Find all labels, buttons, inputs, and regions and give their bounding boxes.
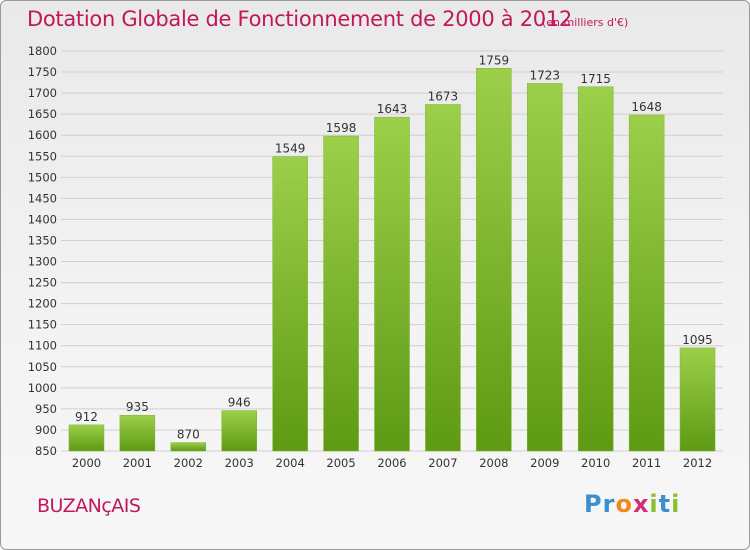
x-tick-label: 2000 [72,456,101,470]
brand-letter: i [649,490,659,518]
data-labels: 912 935 870 946 1549 1598 1643 1673 1759 1723 1715… [75,53,713,441]
y-tick-label: 1750 [28,65,57,79]
brand-letter: o [615,490,633,518]
x-tick-label: 2007 [428,456,457,470]
data-label: 935 [126,400,149,414]
brand-letter: t [658,490,672,518]
y-tick-label: 1500 [28,170,57,184]
y-tick-label: 1550 [28,149,57,163]
data-label: 1549 [275,142,306,156]
brand-letter: r [602,490,616,518]
y-tick-label: 1000 [28,381,57,395]
data-label: 1759 [479,53,510,67]
bar [221,410,257,452]
y-tick-label: 850 [35,444,57,458]
x-tick-label: 2001 [123,456,152,470]
data-label: 1095 [682,333,713,347]
x-tick-label: 2002 [174,456,203,470]
y-tick-label: 1100 [28,339,57,353]
x-tick-label: 2009 [530,456,559,470]
brand-letter: i [671,490,681,518]
bar [170,442,207,452]
x-axis-ticks: 2000 2001 2002 2003 2004 2005 2006 2007 2008 2009… [72,456,712,470]
y-tick-label: 1350 [28,233,57,247]
data-label: 1648 [631,100,662,114]
bar [272,156,308,452]
y-axis-ticks: 850 900 950 1000 1050 1100 1150 1200 1250 1300 135… [28,44,57,458]
data-label: 1643 [377,102,408,116]
x-tick-label: 2006 [377,456,406,470]
x-tick-label: 2004 [276,456,305,470]
brand-letter: P [584,490,603,518]
data-label: 1598 [326,121,357,135]
data-label: 1715 [580,72,611,86]
y-tick-label: 1250 [28,276,57,290]
y-tick-label: 1700 [28,86,57,100]
brand-logo: Proxiti [584,490,680,518]
x-tick-label: 2010 [581,456,610,470]
data-label: 1723 [529,68,560,82]
chart-title: Dotation Globale de Fonctionnement de 20… [27,7,572,31]
bar [68,424,105,452]
y-tick-label: 1650 [28,107,57,121]
x-tick-label: 2005 [326,456,355,470]
y-tick-label: 1800 [28,44,57,58]
bar [577,86,614,452]
y-tick-label: 1600 [28,128,57,142]
y-tick-label: 1450 [28,191,57,205]
bar [476,68,512,452]
bar [374,116,410,452]
y-tick-label: 1300 [28,255,57,269]
bar [119,414,156,452]
bar [628,114,665,452]
y-tick-label: 1400 [28,212,57,226]
brand-letter: x [632,490,650,518]
y-tick-label: 950 [35,402,57,416]
data-label: 946 [228,396,251,410]
commune-name: BUZANçAIS [37,495,141,517]
y-tick-label: 1150 [28,318,57,332]
x-tick-label: 2012 [683,456,712,470]
y-tick-label: 900 [35,423,57,437]
data-label: 870 [177,428,200,442]
bar [527,83,563,452]
bar [323,135,359,452]
x-tick-label: 2003 [225,456,254,470]
bar [679,347,716,452]
bar [425,104,461,452]
y-tick-label: 1050 [28,360,57,374]
bars [68,68,716,452]
data-label: 912 [75,410,98,424]
data-label: 1673 [428,89,459,103]
x-tick-label: 2011 [632,456,661,470]
x-tick-label: 2008 [479,456,508,470]
chart-unit: (en milliers d'€) [542,16,629,29]
y-tick-label: 1200 [28,297,57,311]
